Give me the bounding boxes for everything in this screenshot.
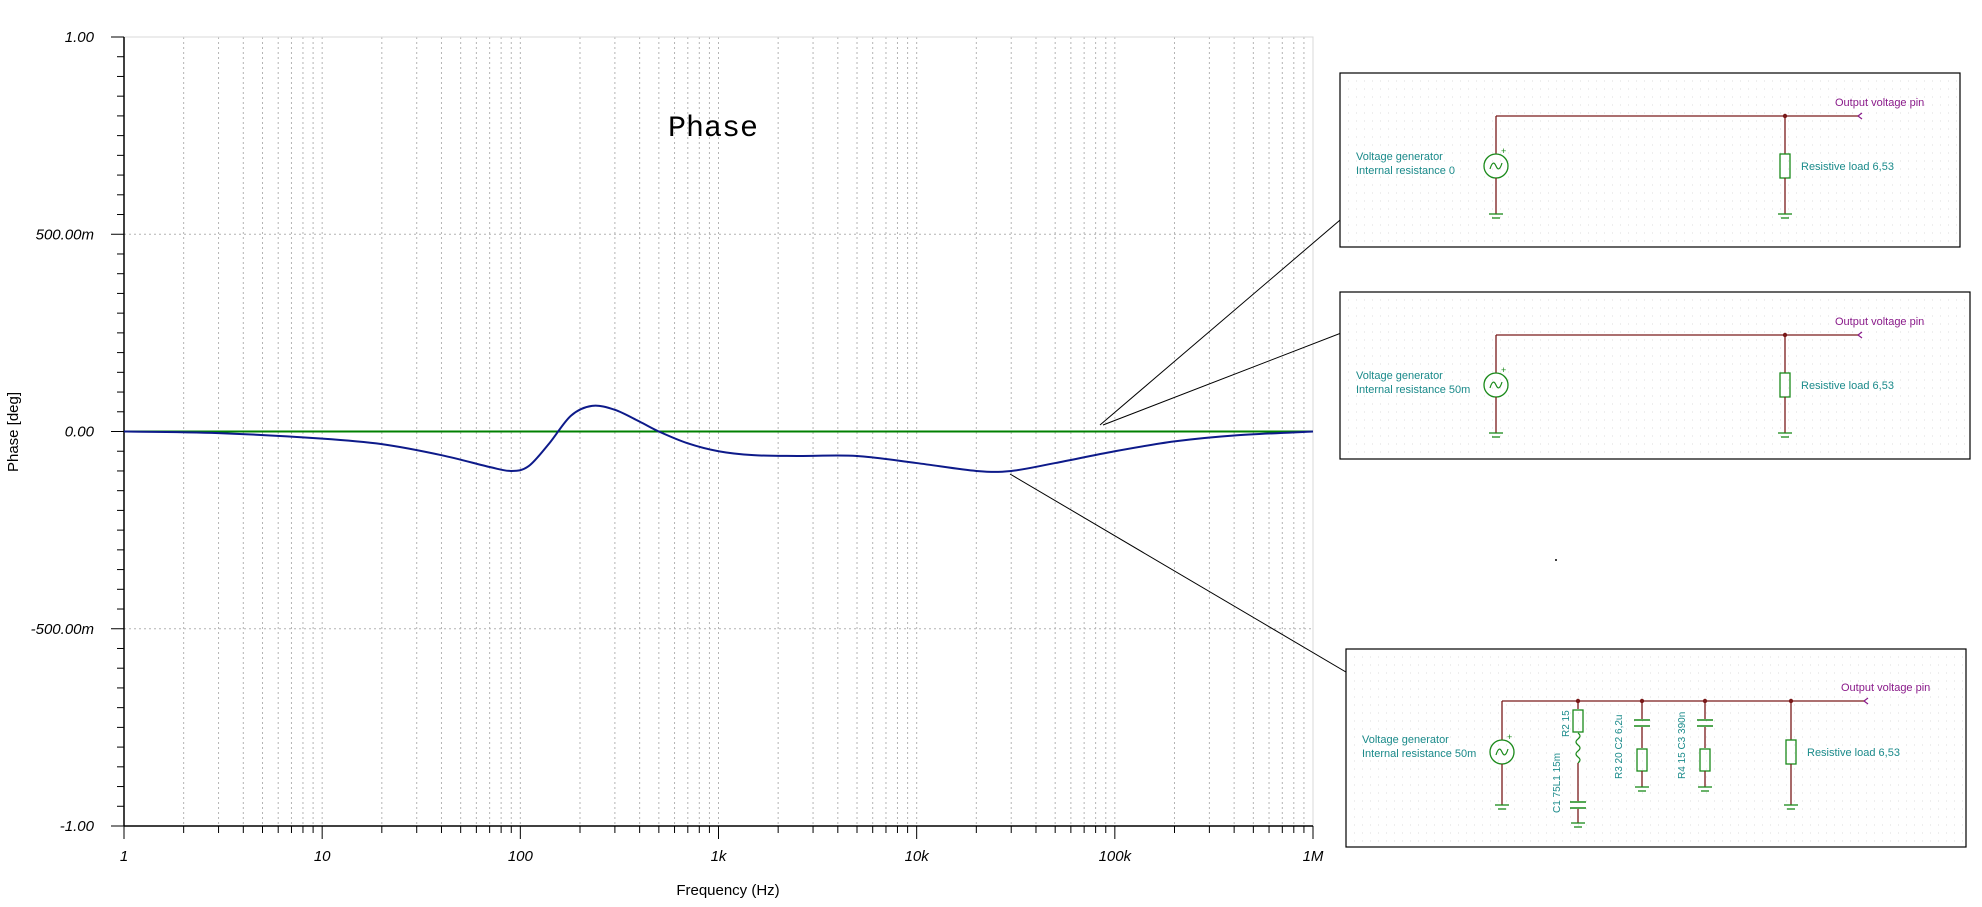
stray-dot: [1555, 559, 1557, 561]
generator-label-2: Internal resistance 50m: [1356, 384, 1470, 396]
schematics: + Voltage generator Internal resistance 0 R…: [1339, 72, 1971, 848]
plus-sign: +: [1501, 365, 1506, 375]
schematic-3: + Voltage generator Internal resistance 50…: [1345, 648, 1967, 848]
plus-sign: +: [1501, 146, 1506, 156]
branch-label-r2: R2 15: [1561, 710, 1572, 737]
sine-icon: [1489, 162, 1503, 170]
schematic-2: + Voltage generator Internal resistance 50…: [1339, 291, 1971, 460]
generator-label-1: Voltage generator: [1356, 151, 1443, 163]
y-tick-label: -1.00: [60, 818, 95, 835]
schematic-box-3: [1345, 648, 1967, 848]
chart-title: Phase: [668, 112, 758, 146]
output-pin: [1857, 112, 1863, 120]
schematic-box-2: [1339, 291, 1971, 460]
schematic-dot-grid: [1348, 80, 1957, 242]
sine-icon: [1489, 381, 1503, 389]
leader-line-3: [1009, 473, 1391, 699]
x-tick-label: 1: [120, 848, 128, 865]
pin-label: Output voltage pin: [1835, 97, 1924, 109]
x-axis-label: Frequency (Hz): [676, 882, 779, 899]
x-tick-label: 100: [508, 848, 534, 865]
phase-chart: 1 10 100 1k 10k 100k 1M 1.00 500.00m 0.00 -500.00m…: [5, 29, 1324, 899]
output-pin: [1857, 331, 1863, 339]
generator-label-1: Voltage generator: [1362, 734, 1449, 746]
schematic-dot-grid: [1354, 656, 1963, 842]
load-label: Resistive load 6,53: [1807, 747, 1900, 759]
x-tick-label: 1M: [1303, 848, 1324, 865]
branch-label-r4-c3: R4 15 C3 390n: [1677, 712, 1688, 779]
x-tick-label: 1k: [711, 848, 728, 865]
resistor-symbol: [1572, 709, 1584, 733]
sine-icon: [1495, 748, 1509, 756]
pin-label: Output voltage pin: [1835, 316, 1924, 328]
inductor-symbol: [1575, 732, 1581, 764]
x-tick-label: 100k: [1099, 848, 1133, 865]
schematic-box-1: [1339, 72, 1961, 248]
chart-ticks: 1 10 100 1k 10k 100k 1M 1.00 500.00m 0.00 -500.00m…: [31, 29, 1324, 865]
generator-label-1: Voltage generator: [1356, 370, 1443, 382]
y-tick-label: 0.00: [65, 424, 95, 441]
output-pin: [1863, 697, 1869, 705]
load-label: Resistive load 6,53: [1801, 380, 1894, 392]
leader-line-2: [1102, 317, 1381, 426]
y-tick-label: 500.00m: [36, 226, 94, 243]
schematic-1: + Voltage generator Internal resistance 0 R…: [1339, 72, 1961, 248]
branch-label-r3-c2: R3 20 C2 6,2u: [1614, 715, 1625, 780]
schematic-dot-grid: [1348, 299, 1965, 453]
branch-label-c1-l1: C1 75L1 15m: [1552, 753, 1563, 813]
y-axis-label: Phase [deg]: [5, 392, 22, 472]
series-line-2: [123, 404, 1314, 473]
generator-label-2: Internal resistance 0: [1356, 165, 1455, 177]
generator-label-2: Internal resistance 50m: [1362, 748, 1476, 760]
leader-lines: [1009, 202, 1391, 699]
plus-sign: +: [1507, 732, 1512, 742]
pin-label: Output voltage pin: [1841, 682, 1930, 694]
load-label: Resistive load 6,53: [1801, 161, 1894, 173]
x-tick-label: 10: [314, 848, 331, 865]
x-tick-label: 10k: [905, 848, 931, 865]
chart-grid: [123, 36, 1314, 827]
leader-line-1: [1099, 202, 1361, 426]
chart-series: [123, 404, 1314, 473]
y-tick-label: 1.00: [65, 29, 95, 46]
y-tick-label: -500.00m: [31, 621, 94, 638]
